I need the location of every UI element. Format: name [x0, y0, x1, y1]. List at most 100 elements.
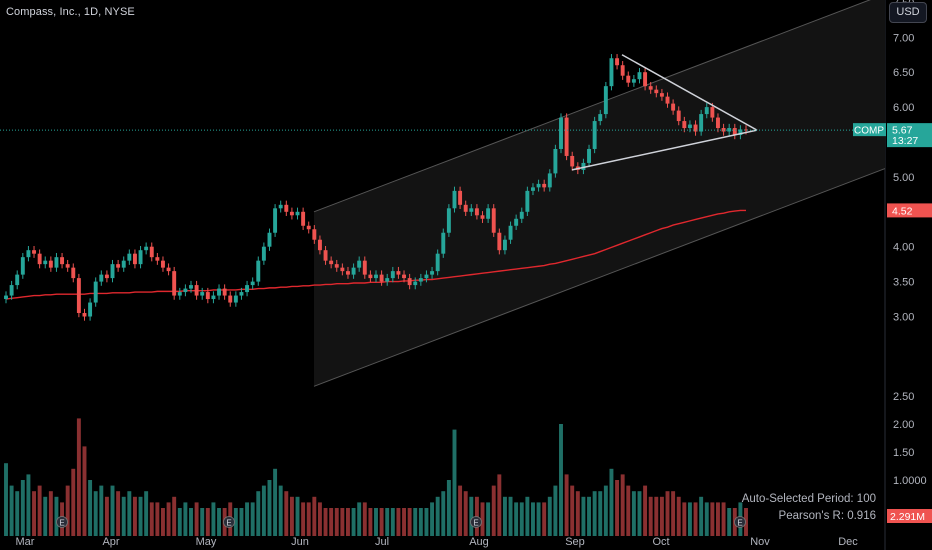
candle	[609, 54, 614, 91]
candle	[20, 252, 25, 279]
volume-bar	[699, 496, 704, 536]
volume-bar	[54, 496, 59, 536]
candle	[155, 252, 160, 265]
triangle-upper-line	[621, 54, 758, 131]
volume-bar	[110, 485, 115, 536]
volume-bar	[284, 491, 289, 536]
ma-tag-value: 4.52	[892, 205, 913, 217]
candle	[598, 109, 603, 126]
candle-body	[637, 72, 642, 80]
volume-bar	[301, 502, 306, 536]
volume-bar	[648, 496, 653, 536]
candle-body	[379, 274, 384, 282]
candle-body	[418, 278, 423, 282]
symbol-tag	[853, 123, 886, 137]
candle-body	[598, 114, 603, 122]
volume-bar	[441, 491, 446, 536]
volume-bar	[687, 502, 692, 536]
volume-bar	[553, 485, 558, 536]
candle-body	[687, 124, 692, 129]
volume-bar	[306, 502, 311, 536]
candle	[9, 280, 14, 300]
candle-body	[278, 204, 283, 209]
volume-bar	[390, 508, 395, 536]
candle	[676, 106, 681, 126]
candle-body	[245, 285, 250, 293]
candle-body	[402, 274, 406, 279]
volume-bar	[665, 491, 670, 536]
earnings-marker	[56, 516, 68, 528]
candle	[295, 207, 300, 220]
candle-body	[306, 225, 311, 230]
x-tick-label: Sep	[565, 536, 585, 548]
candle-body	[76, 278, 81, 314]
candle-body	[334, 264, 339, 268]
candle	[519, 207, 524, 223]
candle-body	[525, 190, 530, 212]
candle	[497, 228, 502, 255]
candle	[480, 211, 485, 223]
candle	[458, 186, 463, 210]
candle-body	[374, 274, 378, 279]
candle	[323, 246, 328, 265]
candle	[301, 207, 306, 230]
candle	[149, 242, 154, 262]
volume-bar	[531, 502, 535, 536]
volume-bar	[357, 502, 362, 536]
candle-body	[357, 260, 362, 268]
volume-bar	[104, 496, 109, 536]
candle-body	[15, 274, 20, 286]
volume-tag-value: 2.291M	[890, 511, 925, 523]
candle-body	[20, 257, 25, 275]
volume-bar	[716, 502, 720, 536]
candle	[110, 259, 115, 283]
currency-button[interactable]: USD	[889, 2, 927, 23]
candle-body	[32, 250, 36, 254]
candle-body	[54, 257, 59, 268]
countdown-value: 13:27	[892, 135, 918, 147]
candle-body	[312, 229, 317, 240]
volume-bar	[603, 485, 608, 536]
volume-bar	[267, 480, 272, 536]
candle-body	[564, 117, 569, 156]
candle	[379, 270, 384, 286]
candle-body	[570, 155, 575, 167]
volume-bar	[93, 491, 98, 536]
volume-bar	[643, 485, 648, 536]
volume-bar	[65, 485, 70, 536]
candle-body	[631, 79, 636, 83]
candle	[693, 120, 698, 136]
volume-bar	[626, 485, 631, 536]
candle	[334, 259, 339, 272]
candle	[716, 113, 720, 133]
candle-body	[648, 86, 653, 90]
candle-body	[104, 274, 109, 279]
volume-bar	[671, 491, 676, 536]
volume-bar	[525, 496, 530, 536]
candle	[222, 284, 227, 300]
candle	[547, 169, 552, 192]
candle	[581, 158, 586, 175]
candle-body	[301, 211, 306, 226]
volume-bar	[379, 508, 384, 536]
volume-bar	[396, 508, 401, 536]
candle-body	[228, 295, 233, 303]
volume-bar	[205, 508, 210, 536]
regression-lower-line	[313, 168, 886, 387]
candle-body	[217, 288, 221, 296]
candle	[273, 204, 278, 237]
candle	[127, 249, 132, 265]
volume-bar	[99, 485, 104, 536]
volume-bar	[418, 508, 423, 536]
candle-body	[514, 218, 519, 226]
candle	[43, 256, 48, 269]
volume-bar	[166, 502, 171, 536]
volume-bar	[144, 491, 149, 536]
y-tick-label: 6.00	[893, 102, 914, 114]
candle	[32, 246, 36, 258]
x-tick-label: May	[196, 536, 217, 548]
candle-body	[121, 260, 126, 268]
candle-body	[250, 281, 255, 286]
candle	[172, 266, 177, 300]
